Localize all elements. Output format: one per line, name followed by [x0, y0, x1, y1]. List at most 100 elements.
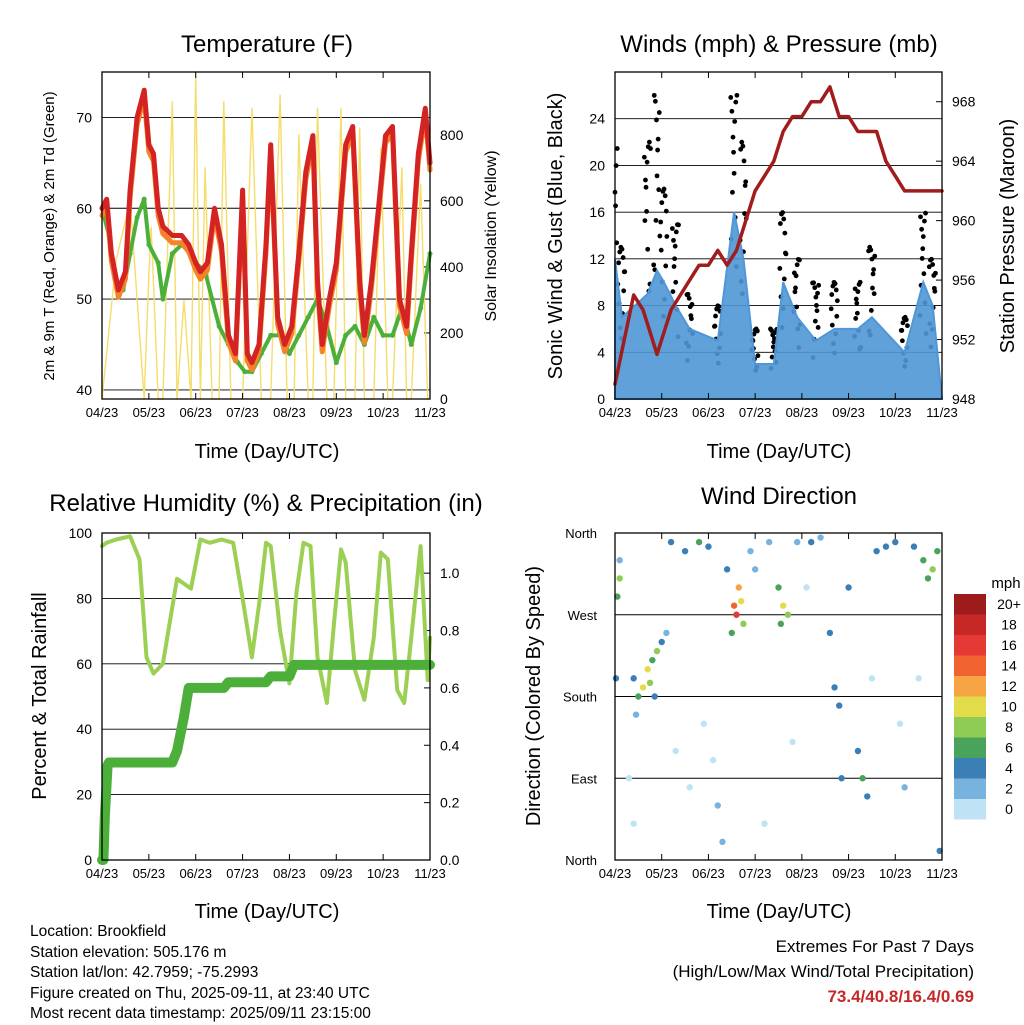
gust-point	[676, 222, 681, 228]
temp-xtick-label: 10/23	[367, 405, 400, 420]
gust-point	[669, 226, 675, 231]
temp-ytick-label: 60	[76, 200, 92, 216]
winds-title: Winds (mph) & Pressure (mb)	[620, 31, 937, 58]
rh-xtick-label: 10/23	[367, 866, 400, 881]
gust-point	[903, 317, 909, 323]
gust-point	[933, 270, 938, 276]
gust-point	[643, 184, 649, 190]
rh-ytick-right-label: 0.2	[440, 795, 460, 811]
direction-point	[836, 702, 843, 709]
precipitation-line	[97, 659, 435, 865]
gust-point	[853, 296, 859, 302]
direction-point	[789, 738, 796, 746]
direction-point	[901, 784, 908, 791]
extremes-box: Extremes For Past 7 Days (High/Low/Max W…	[673, 934, 974, 1009]
gust-point	[673, 229, 679, 235]
direction-point	[672, 747, 679, 755]
rh-xtick-label: 11/23	[414, 866, 446, 881]
rh-xtick-label: 04/23	[86, 866, 119, 881]
direction-point	[616, 575, 623, 582]
gust-point	[833, 287, 839, 293]
rh-xtick-label: 05/23	[133, 866, 166, 881]
gust-point	[929, 256, 934, 262]
solar-insolation-line	[101, 71, 431, 400]
gust-point	[741, 158, 747, 164]
gust-point	[853, 316, 859, 321]
gust-point	[771, 339, 777, 345]
gust-point	[872, 253, 878, 259]
dir-xtick-label: 10/23	[879, 866, 912, 881]
winds-panel: Winds (mph) & Pressure (mb) 0 4 8 12 16 20 24 9…	[545, 31, 1019, 463]
direction-point	[915, 675, 922, 682]
gust-point	[854, 300, 860, 306]
gust-point	[870, 271, 876, 277]
temp-ytick-label: 50	[76, 291, 92, 307]
direction-point	[630, 675, 637, 682]
direction-point	[845, 584, 852, 591]
direction-point	[864, 793, 871, 800]
gust-point	[658, 247, 664, 253]
gust-point	[829, 292, 835, 297]
direction-point	[761, 820, 768, 827]
temp-2m-line	[99, 87, 433, 366]
gust-point	[781, 216, 787, 222]
gust-point	[614, 146, 620, 151]
gust-point	[921, 271, 927, 277]
direction-point	[765, 538, 773, 546]
gust-point	[658, 219, 664, 225]
wind-ytick-right-label: 952	[952, 332, 976, 348]
direction-point	[775, 584, 782, 591]
direction-point	[751, 566, 759, 573]
gust-point	[868, 308, 874, 313]
temperature-ylabel-right: Solar Insolation (Yellow)	[483, 150, 500, 321]
rh-xtick-label: 06/23	[179, 866, 212, 881]
gust-point	[920, 246, 926, 252]
direction-point	[733, 611, 740, 618]
rh-ytick-right-label: 0.0	[440, 852, 460, 868]
rh-ytick-label: 80	[76, 590, 92, 606]
gust-point	[834, 313, 840, 319]
direction-point	[625, 775, 633, 782]
dir-ytick-label: East	[571, 771, 597, 786]
gust-point	[742, 211, 747, 216]
gust-point	[930, 262, 936, 267]
direction-point	[639, 684, 647, 691]
direction-point	[777, 620, 785, 628]
direction-point	[649, 656, 656, 664]
rh-ytick-right-label: 0.4	[440, 737, 460, 753]
dewpoint-point	[216, 323, 222, 329]
winds-ylabel-left: Sonic Wind & Gust (Blue, Black)	[545, 93, 567, 380]
gust-point	[783, 251, 789, 257]
gust-point	[622, 269, 628, 275]
direction-point	[714, 802, 721, 809]
direction-point	[936, 847, 943, 855]
direction-point	[700, 720, 707, 727]
gust-point	[616, 260, 622, 266]
gust-point	[755, 353, 761, 359]
wind-xtick-label: 09/23	[832, 405, 865, 420]
gust-point	[742, 183, 748, 188]
legend-label: 2	[1005, 781, 1013, 797]
temp-xtick-label: 08/23	[273, 405, 306, 420]
direction-point	[934, 547, 941, 555]
relative-humidity-line	[100, 534, 432, 705]
direction-title: Wind Direction	[701, 483, 857, 510]
temp-ytick-right-label: 200	[440, 325, 464, 341]
temp-ytick-label: 40	[76, 382, 92, 398]
figure-created: Figure created on Thu, 2025-09-11, at 23…	[30, 984, 370, 1002]
gust-point	[671, 264, 677, 269]
direction-point	[868, 675, 876, 682]
dir-xtick-label: 11/23	[926, 866, 958, 881]
gust-point	[654, 117, 659, 123]
station-info: Location: Brookfield Station elevation: …	[30, 922, 371, 1025]
legend-label: 18	[1001, 617, 1017, 633]
extremes-values: 73.4/40.8/16.4/0.69	[827, 987, 974, 1006]
gust-point	[663, 208, 669, 214]
gust-point	[673, 279, 679, 285]
dir-ytick-label: South	[563, 690, 597, 705]
rh-ytick-label: 100	[69, 525, 93, 541]
gust-point	[655, 136, 661, 142]
dir-frame	[614, 532, 943, 861]
wind-ytick-label: 20	[589, 157, 605, 173]
rh-ytick-label: 40	[76, 721, 92, 737]
